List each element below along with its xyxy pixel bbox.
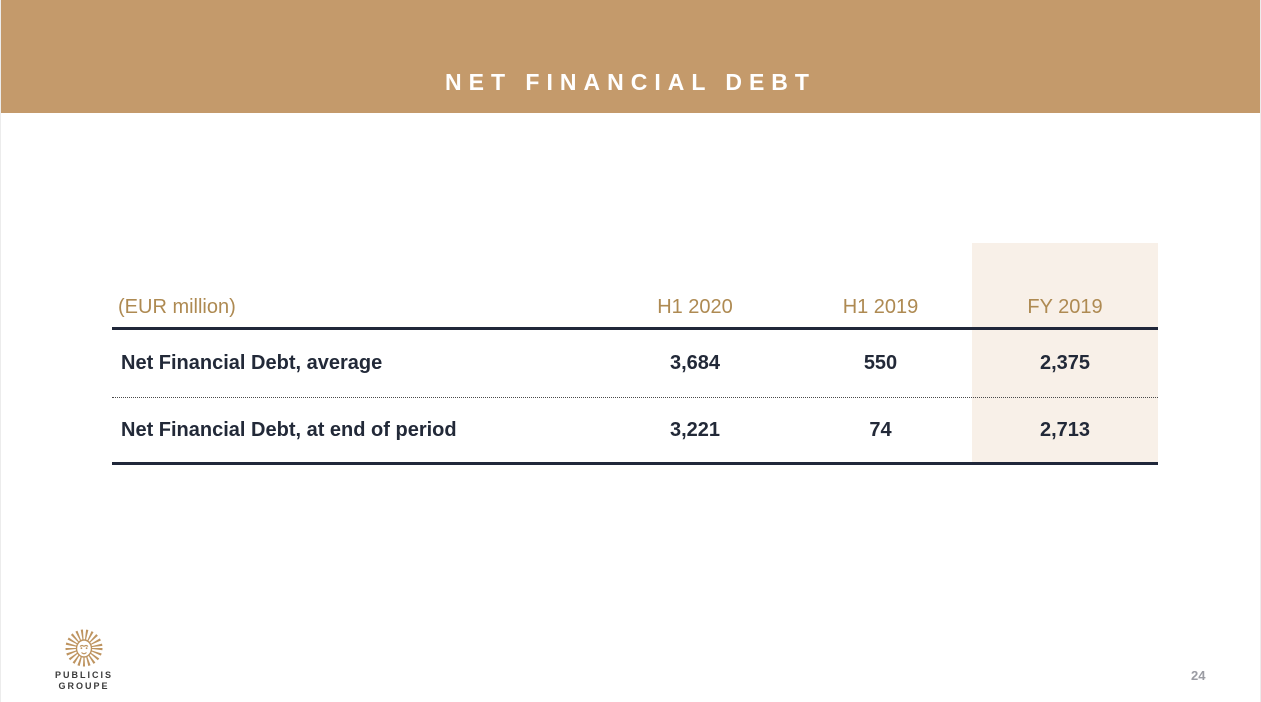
table-unit-label: (EUR million)	[118, 296, 236, 318]
cell-end-fy-2019: 2,713	[1039, 418, 1091, 441]
financial-table: (EUR million) H1 2020 H1 2019 FY 2019 Ne…	[112, 243, 1158, 465]
column-header-h1-2020: H1 2020	[657, 296, 733, 318]
logo-text-groupe: GROUPE	[58, 681, 110, 691]
publicis-lion-icon	[65, 629, 103, 667]
slide-title: NET FINANCIAL DEBT	[445, 69, 816, 95]
row-label-average: Net Financial Debt, average	[121, 352, 383, 374]
table-row: Net Financial Debt, at end of period 3,2…	[112, 398, 1158, 465]
column-header-h1-2019: H1 2019	[842, 296, 919, 318]
slide-title-band: NET FINANCIAL DEBT	[1, 0, 1260, 113]
page-number: 24	[1191, 668, 1206, 683]
row-label-end-of-period: Net Financial Debt, at end of period	[121, 418, 457, 441]
table-header-row: (EUR million) H1 2020 H1 2019 FY 2019	[112, 243, 1158, 330]
cell-end-h1-2020: 3,221	[669, 418, 721, 441]
cell-average-h1-2019: 550	[863, 352, 898, 374]
table-row: Net Financial Debt, average 3,684 550 2,…	[112, 330, 1158, 398]
publicis-groupe-logo: PUBLICIS GROUPE	[51, 629, 117, 692]
cell-average-h1-2020: 3,684	[669, 352, 721, 374]
cell-average-fy-2019: 2,375	[1039, 352, 1091, 374]
cell-end-h1-2019: 74	[869, 418, 892, 441]
column-header-fy-2019: FY 2019	[1027, 296, 1103, 318]
logo-text-publicis: PUBLICIS	[54, 670, 113, 680]
fy2019-highlight-column	[972, 243, 1158, 465]
